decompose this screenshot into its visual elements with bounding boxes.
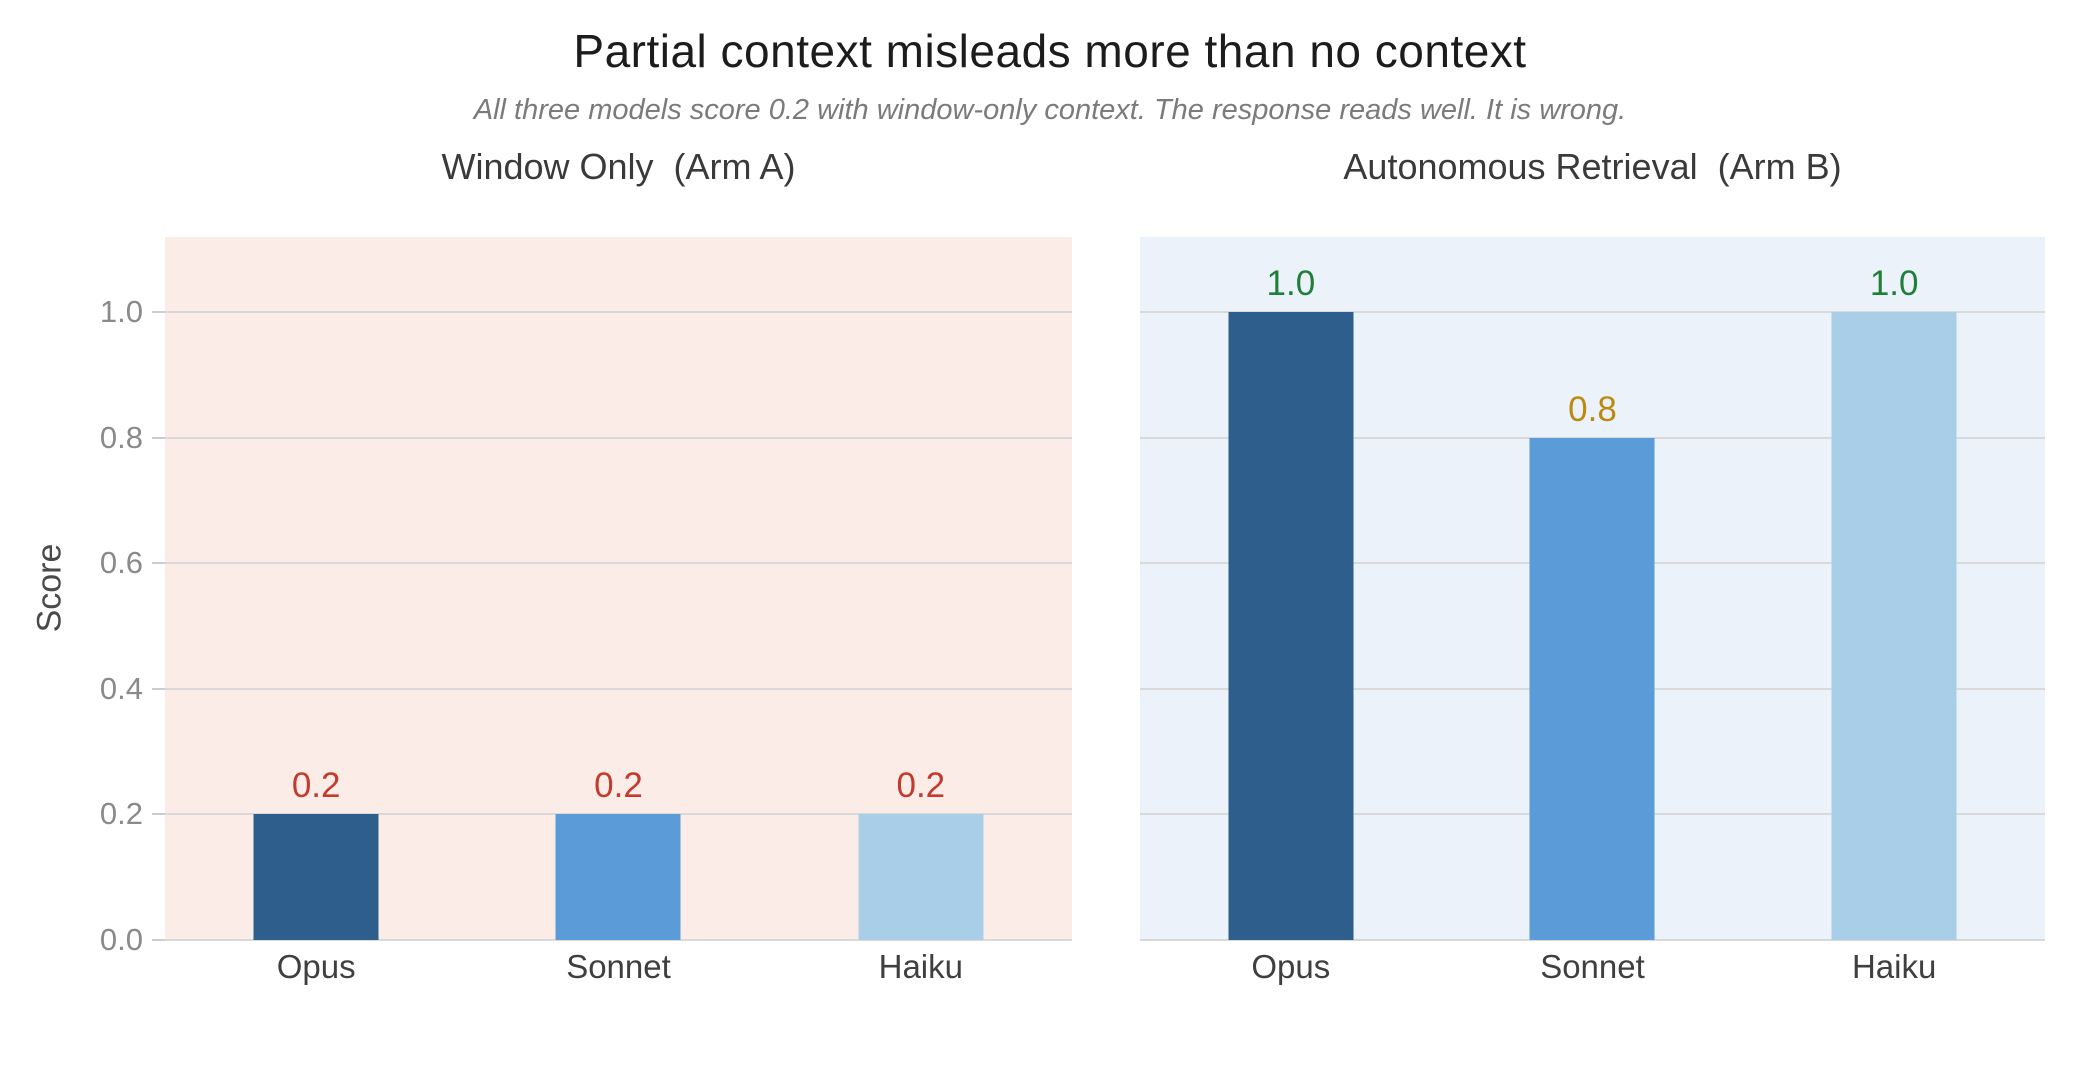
bar-value-label: 0.2 [896, 766, 946, 806]
bar-haiku [858, 814, 984, 940]
panel-title-autonomous-retrieval: Autonomous Retrieval (Arm B) [1343, 146, 1842, 187]
bar-sonnet [1529, 437, 1655, 940]
bar-value-label: 0.2 [594, 766, 643, 806]
ytick-mark [152, 813, 165, 816]
bar-opus [253, 814, 379, 940]
bar-value-label: 1.0 [1266, 264, 1316, 304]
gridline [165, 562, 1072, 565]
ytick-label: 1.0 [99, 294, 143, 330]
y-axis-ticks: 0.0 0.2 0.4 0.6 0.8 1.0 [0, 237, 165, 957]
x-category-labels-window-only: Opus Sonnet Haiku [165, 948, 1072, 996]
ytick-mark [152, 939, 165, 941]
bar-value-label: 0.8 [1568, 389, 1617, 429]
category-label-haiku: Haiku [1851, 948, 1937, 985]
category-label-opus: Opus [1251, 948, 1331, 985]
category-label-haiku: Haiku [878, 948, 963, 985]
bar-value-label: 1.0 [1869, 264, 1919, 304]
ytick-label: 0.6 [99, 545, 143, 581]
gridline [165, 687, 1072, 690]
bar-opus [1228, 312, 1354, 940]
ytick-label: 0.4 [99, 670, 143, 706]
plot-area-autonomous-retrieval: 1.0 0.8 1.0 [1140, 237, 2045, 941]
bar-slot-sonnet: 0.2 [467, 237, 769, 940]
bar-value-label: 0.2 [291, 766, 341, 806]
bar-slot-opus: 1.0 [1140, 237, 1442, 940]
figure-title: Partial context misleads more than no co… [573, 25, 1527, 77]
ytick-label: 0.0 [99, 922, 143, 957]
category-label-sonnet: Sonnet [1540, 948, 1645, 985]
x-category-labels-autonomous-retrieval: Opus Sonnet Haiku [1140, 948, 2045, 996]
plot-area-window-only: 0.2 0.2 0.2 [165, 237, 1072, 941]
category-label-sonnet: Sonnet [566, 948, 671, 985]
ytick-label: 0.8 [99, 419, 143, 455]
gridline [165, 436, 1072, 439]
ytick-mark [152, 436, 165, 439]
bar-haiku [1831, 312, 1957, 940]
gridline [165, 311, 1072, 314]
ytick-label: 0.2 [99, 796, 143, 832]
gridline [1140, 939, 2045, 941]
gridline [1140, 311, 2045, 314]
bar-slot-sonnet: 0.8 [1442, 237, 1744, 940]
ytick-mark [152, 687, 165, 690]
bar-sonnet [555, 814, 681, 940]
gridline [165, 939, 1072, 941]
panel-title-window-only: Window Only (Arm A) [441, 146, 796, 187]
bar-slot-haiku: 1.0 [1743, 237, 2045, 940]
ytick-mark [152, 562, 165, 565]
category-label-opus: Opus [276, 948, 356, 985]
ytick-mark [152, 311, 165, 314]
bar-slot-opus: 0.2 [165, 237, 467, 940]
figure-subtitle: All three models score 0.2 with window-o… [473, 94, 1627, 126]
bar-slot-haiku: 0.2 [770, 237, 1072, 940]
